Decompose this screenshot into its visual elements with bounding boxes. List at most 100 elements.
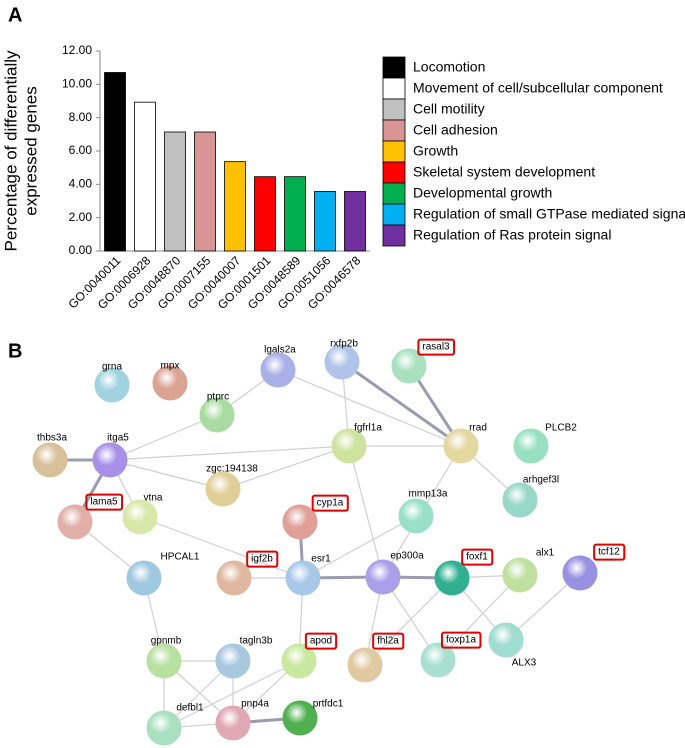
node-label: fhl2a bbox=[377, 636, 399, 647]
node bbox=[513, 428, 549, 464]
node bbox=[434, 560, 470, 596]
edge bbox=[109, 414, 218, 461]
highlight-box bbox=[417, 338, 456, 356]
legend-label: Skeletal system development bbox=[413, 164, 595, 180]
node-label: itga5 bbox=[107, 433, 129, 444]
node bbox=[502, 482, 538, 518]
node-label: ep300a bbox=[390, 551, 424, 562]
edge bbox=[163, 660, 300, 729]
legend-swatch bbox=[382, 203, 406, 226]
panel-label: B bbox=[8, 340, 22, 362]
legend-label: Cell adhesion bbox=[413, 122, 498, 138]
legend-swatch bbox=[382, 119, 406, 142]
node bbox=[281, 643, 317, 679]
node-label: igf2b bbox=[251, 554, 273, 565]
bar bbox=[344, 191, 366, 252]
edge bbox=[139, 516, 304, 579]
node-label: vtna bbox=[144, 493, 163, 504]
node bbox=[391, 348, 427, 384]
node-label: mpx bbox=[161, 361, 180, 372]
legend-label: Locomotion bbox=[413, 59, 485, 75]
legend-swatch bbox=[382, 98, 406, 121]
node-label: foxf1 bbox=[466, 552, 488, 563]
bar bbox=[164, 131, 186, 252]
highlight-box bbox=[246, 550, 279, 568]
legend-swatch bbox=[382, 182, 406, 205]
y-tick-label: 0.00 bbox=[69, 243, 93, 257]
y-tick-label: 6.00 bbox=[69, 143, 93, 157]
node bbox=[199, 397, 235, 433]
node-label: PLCB2 bbox=[545, 423, 577, 434]
node bbox=[126, 560, 162, 596]
y-axis-label: expressed genes bbox=[21, 86, 40, 215]
node bbox=[443, 428, 479, 464]
node-label: rxfp2b bbox=[330, 339, 358, 350]
edge bbox=[222, 445, 350, 490]
node-label: esr1 bbox=[311, 554, 331, 565]
bar bbox=[224, 161, 246, 252]
node-label: defbl1 bbox=[176, 703, 204, 714]
edge bbox=[348, 445, 384, 578]
node bbox=[488, 622, 524, 658]
edge bbox=[277, 369, 462, 447]
edge bbox=[302, 515, 417, 579]
node-label: prtfdc1 bbox=[313, 699, 344, 710]
node-label: lgals2a bbox=[264, 345, 296, 356]
bar bbox=[284, 176, 306, 252]
node-label: ALX3 bbox=[512, 658, 537, 669]
node-label: cyp1a bbox=[317, 498, 344, 509]
node-label: tagln3b bbox=[240, 636, 273, 647]
node bbox=[94, 367, 130, 403]
y-tick-label: 2.00 bbox=[69, 210, 93, 224]
legend-swatch bbox=[382, 224, 406, 247]
node bbox=[215, 643, 251, 679]
panel-label: A bbox=[8, 4, 22, 26]
node bbox=[331, 428, 367, 464]
node-label: pnp4a bbox=[241, 699, 269, 710]
highlight-box bbox=[311, 494, 349, 512]
node bbox=[347, 647, 383, 683]
node bbox=[562, 555, 598, 591]
node-label: foxp1a bbox=[446, 635, 476, 646]
edge bbox=[109, 459, 224, 490]
node bbox=[260, 352, 296, 388]
node-label: thbs3a bbox=[37, 433, 67, 444]
highlight-box bbox=[304, 632, 338, 650]
node-label: lama5 bbox=[90, 497, 118, 508]
node bbox=[122, 499, 158, 535]
node-label: zgc:194138 bbox=[206, 464, 258, 475]
bar bbox=[104, 72, 126, 252]
legend-swatch bbox=[382, 140, 406, 163]
highlight-box bbox=[440, 631, 482, 649]
bar bbox=[194, 131, 216, 252]
node bbox=[57, 504, 93, 540]
edge bbox=[364, 577, 453, 666]
node bbox=[282, 504, 318, 540]
edge bbox=[437, 574, 521, 661]
highlight-box bbox=[85, 493, 124, 511]
y-axis-label: Percentage of differentially bbox=[1, 50, 20, 251]
bar bbox=[254, 176, 276, 252]
node bbox=[282, 700, 318, 736]
legend-swatch bbox=[382, 77, 406, 100]
node-label: tcf12 bbox=[598, 547, 620, 558]
node bbox=[146, 710, 182, 746]
node-label: rasal3 bbox=[422, 342, 450, 353]
legend-label: Cell motility bbox=[413, 101, 485, 117]
y-tick-label: 4.00 bbox=[69, 177, 93, 191]
node-label: gpnmb bbox=[151, 636, 182, 647]
node bbox=[285, 560, 321, 596]
edges bbox=[50, 360, 581, 729]
node bbox=[92, 442, 128, 478]
node-label: arhgef3l bbox=[523, 475, 559, 486]
node-label: mmp13a bbox=[409, 489, 448, 500]
y-tick-label: 8.00 bbox=[69, 110, 93, 124]
legend-label: Regulation of small GTPase mediated sign… bbox=[413, 206, 685, 222]
node bbox=[32, 442, 68, 478]
node bbox=[215, 705, 251, 741]
highlight-box bbox=[372, 632, 405, 650]
node-label: alx1 bbox=[536, 548, 555, 559]
node bbox=[205, 471, 241, 507]
edge bbox=[109, 445, 350, 461]
